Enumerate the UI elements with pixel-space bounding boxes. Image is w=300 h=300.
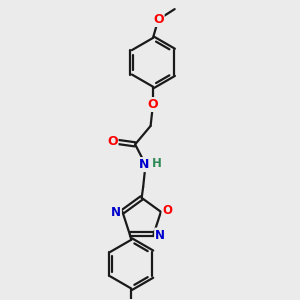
Text: N: N xyxy=(111,206,121,219)
Text: H: H xyxy=(152,157,162,169)
Text: O: O xyxy=(162,204,172,217)
Text: O: O xyxy=(148,98,158,111)
Text: N: N xyxy=(155,229,165,242)
Text: O: O xyxy=(107,135,118,148)
Text: O: O xyxy=(153,13,164,26)
Text: N: N xyxy=(139,158,149,171)
